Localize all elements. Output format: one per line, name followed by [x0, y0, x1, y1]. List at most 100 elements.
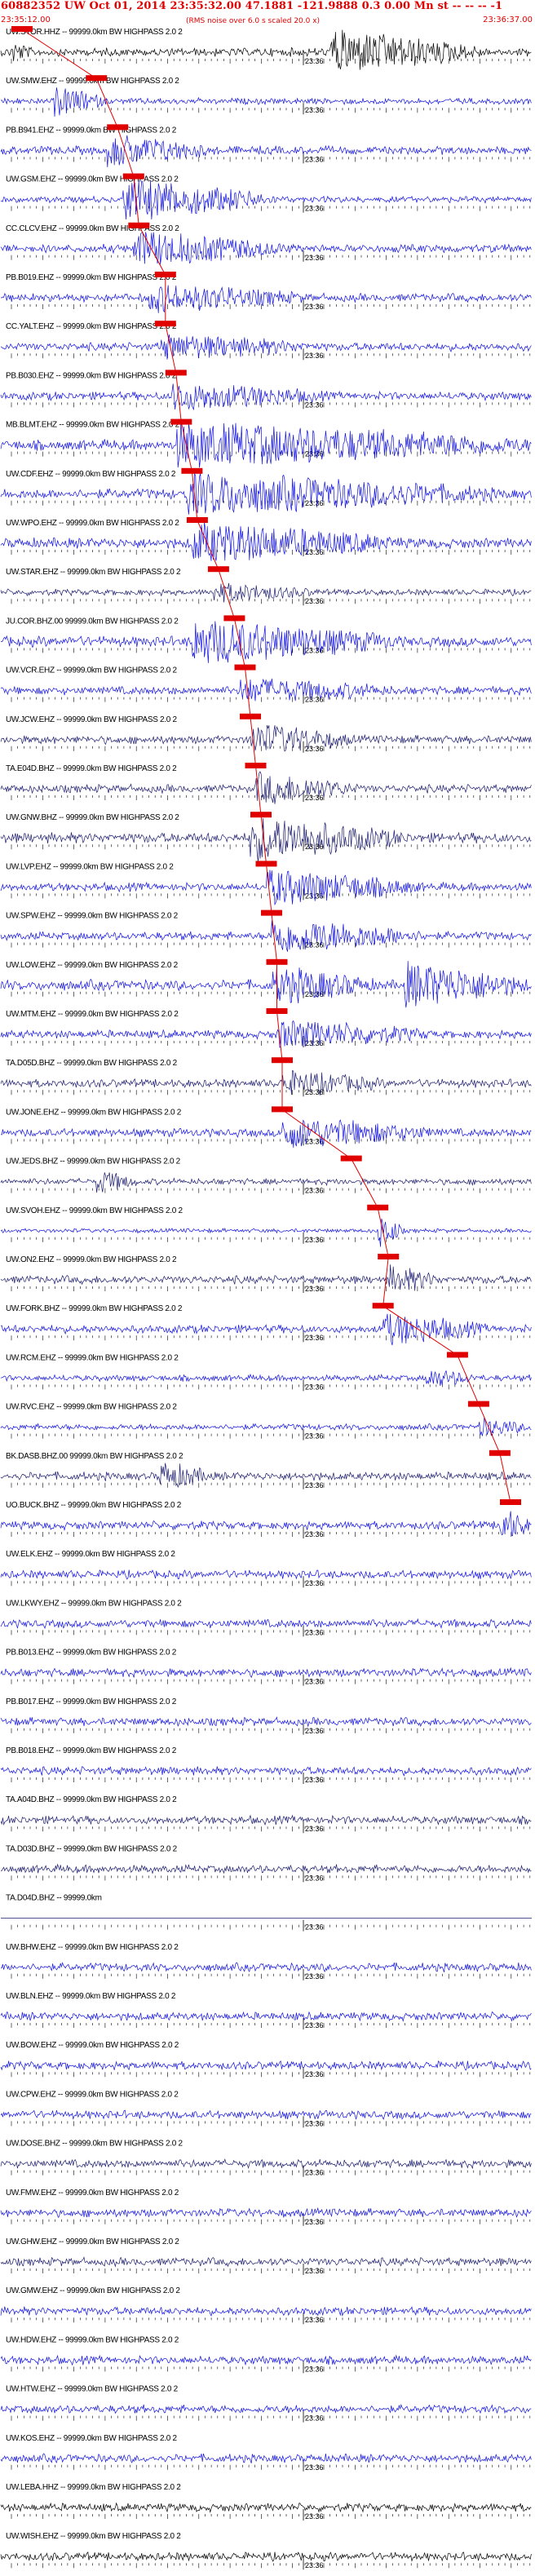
minute-mark-label: 23:36	[305, 646, 324, 654]
waveform-line	[0, 1172, 532, 1193]
trace-label: PB.B018.EHZ -- 99999.0km BW HIGHPASS 2.0…	[6, 1746, 177, 1755]
trace-row: UW.CPW.EHZ -- 99999.0km BW HIGHPASS 2.0 …	[0, 2090, 532, 2128]
minute-mark-label: 23:36	[305, 401, 324, 409]
minute-mark-label: 23:36	[305, 2021, 324, 2029]
minute-mark-label: 23:36	[305, 205, 324, 213]
minute-mark-label: 23:36	[305, 57, 324, 65]
minute-mark-label: 23:36	[305, 2169, 324, 2177]
trace-label: UW.BHW.EHZ -- 99999.0km BW HIGHPASS 2.0 …	[6, 1943, 179, 1952]
trace-row: UW.KOS.EHZ -- 99999.0km BW HIGHPASS 2.0 …	[0, 2434, 532, 2472]
pick-connector	[21, 29, 511, 1503]
trace-label: UW.VCR.EHZ -- 99999.0km BW HIGHPASS 2.0 …	[6, 666, 178, 675]
trace-label: CC.CLCV.EHZ -- 99999.0km BW HIGHPASS 2.0…	[6, 224, 179, 233]
trace-label: UW.ON2.EHZ -- 99999.0km BW HIGHPASS 2.0 …	[6, 1255, 177, 1264]
minute-mark-label: 23:36	[305, 696, 324, 704]
trace-row: UW.GMW.EHZ -- 99999.0km BW HIGHPASS 2.0 …	[0, 2286, 532, 2325]
trace-row: UW.VCR.EHZ -- 99999.0km BW HIGHPASS 2.0 …	[0, 664, 532, 704]
trace-row: UW.CDF.EHZ -- 99999.0km BW HIGHPASS 2.0 …	[0, 467, 532, 515]
trace-row: PB.B018.EHZ -- 99999.0km BW HIGHPASS 2.0…	[0, 1746, 532, 1784]
minute-mark-label: 23:36	[305, 303, 324, 311]
minute-mark-label: 23:36	[305, 1579, 324, 1587]
trace-label: UW.SMW.EHZ -- 99999.0km BW HIGHPASS 2.0 …	[6, 77, 179, 86]
minute-mark-label: 23:36	[305, 1236, 324, 1244]
waveform-line	[0, 870, 532, 906]
trace-label: JU.COR.BHZ.00 99999.0km BW HIGHPASS 2.0 …	[6, 617, 179, 626]
minute-mark-label: 23:36	[305, 2365, 324, 2373]
waveform-line	[0, 522, 532, 561]
waveform-line	[0, 87, 532, 117]
minute-mark-label: 23:36	[305, 1383, 324, 1391]
trace-row: PB.B941.EHZ -- 99999.0km BW HIGHPASS 2.0…	[0, 124, 532, 168]
waveform-line	[0, 2158, 532, 2170]
minute-mark-label: 23:36	[305, 155, 324, 163]
trace-label: PB.B941.EHZ -- 99999.0km BW HIGHPASS 2.0…	[6, 126, 177, 135]
waveform-line	[0, 29, 532, 70]
minute-mark-label: 23:36	[305, 1432, 324, 1441]
minute-mark-label: 23:36	[305, 2119, 324, 2127]
waveform-line	[0, 473, 532, 515]
trace-label: UW.DOSE.BHZ -- 99999.0km BW HIGHPASS 2.0…	[6, 2140, 183, 2149]
waveform-line	[0, 1370, 532, 1386]
trace-label: UW.RVC.EHZ -- 99999.0km BW HIGHPASS 2.0 …	[6, 1403, 177, 1412]
minute-mark-label: 23:36	[305, 892, 324, 900]
waveform-line	[0, 1218, 532, 1247]
trace-label: UW.FMW.EHZ -- 99999.0km BW HIGHPASS 2.0 …	[6, 2189, 179, 2198]
trace-label: UW.LVP.EHZ -- 99999.0km BW HIGHPASS 2.0 …	[6, 862, 174, 871]
trace-row: TA.A04D.BHZ -- 99999.0km BW HIGHPASS 2.0…	[0, 1795, 532, 1834]
minute-mark-label: 23:36	[305, 2316, 324, 2324]
trace-label: TA.D03D.BHZ -- 99999.0km BW HIGHPASS 2.0…	[6, 1844, 178, 1853]
minute-mark-label: 23:36	[305, 745, 324, 753]
waveform-line	[0, 1264, 532, 1291]
waveform-line	[0, 818, 532, 862]
trace-label: UW.FORK.BHZ -- 99999.0km BW HIGHPASS 2.0…	[6, 1304, 183, 1313]
trace-row: UW.BOW.EHZ -- 99999.0km BW HIGHPASS 2.0 …	[0, 2041, 532, 2079]
trace-row: UW.JCW.EHZ -- 99999.0km BW HIGHPASS 2.0 …	[0, 713, 532, 753]
minute-mark-label: 23:36	[305, 2267, 324, 2275]
waveform-line	[0, 135, 532, 168]
trace-row: UW.GHW.EHZ -- 99999.0km BW HIGHPASS 2.0 …	[0, 2237, 532, 2275]
waveform-line	[0, 334, 532, 360]
minute-mark-label: 23:36	[305, 2561, 324, 2569]
minute-mark-label: 23:36	[305, 1187, 324, 1195]
trace-row: UW.FORK.BHZ -- 99999.0km BW HIGHPASS 2.0…	[0, 1303, 532, 1346]
start-time-label: 23:35:12.00	[1, 15, 51, 24]
trace-row: UW.MTM.EHZ -- 99999.0km BW HIGHPASS 2.0 …	[0, 1008, 532, 1049]
trace-label: UW.WISH.EHZ -- 99999.0km BW HIGHPASS 2.0…	[6, 2532, 181, 2541]
trace-label: UW.MTM.EHZ -- 99999.0km BW HIGHPASS 2.0 …	[6, 1010, 179, 1019]
minute-mark-label: 23:36	[305, 1334, 324, 1342]
minute-mark-label: 23:36	[305, 794, 324, 802]
minute-mark-label: 23:36	[305, 990, 324, 998]
trace-row: UW.JONE.EHZ -- 99999.0km BW HIGHPASS 2.0…	[0, 1106, 532, 1149]
waveform-line	[0, 1069, 532, 1096]
waveform-line	[0, 383, 532, 411]
waveform-line	[0, 1463, 532, 1489]
trace-row: PB.B013.EHZ -- 99999.0km BW HIGHPASS 2.0…	[0, 1649, 532, 1686]
waveform-line	[0, 2502, 532, 2513]
trace-label: TA.D05D.BHZ -- 99999.0km BW HIGHPASS 2.0…	[6, 1059, 178, 1068]
trace-row: UW.SVOH.EHZ -- 99999.0km BW HIGHPASS 2.0…	[0, 1204, 532, 1247]
waveform-line	[0, 621, 532, 663]
trace-row: UW.ON2.EHZ -- 99999.0km BW HIGHPASS 2.0 …	[0, 1254, 532, 1293]
minute-mark-label: 23:36	[305, 2512, 324, 2521]
waveform-line	[0, 1666, 532, 1679]
waveform-line	[0, 1313, 532, 1346]
trace-row: UW.GNW.BHZ -- 99999.0km BW HIGHPASS 2.0 …	[0, 812, 532, 862]
minute-mark-label: 23:36	[305, 1825, 324, 1833]
minute-mark-label: 23:36	[305, 548, 324, 556]
trace-row: UW.SPW.EHZ -- 99999.0km BW HIGHPASS 2.0 …	[0, 910, 532, 952]
trace-label: UW.LEBA.HHZ -- 99999.0km BW HIGHPASS 2.0…	[6, 2483, 181, 2492]
waveform-line	[0, 1020, 532, 1049]
waveform-line	[0, 2354, 532, 2366]
minute-mark-label: 23:36	[305, 450, 324, 458]
trace-row: TA.D05D.BHZ -- 99999.0km BW HIGHPASS 2.0…	[0, 1057, 532, 1097]
trace-label: UW.ELK.EHZ -- 99999.0km BW HIGHPASS 2.0 …	[6, 1550, 175, 1559]
trace-label: TA.D04D.BHZ -- 99999.0km	[6, 1894, 102, 1903]
trace-label: BK.DASB.BHZ.00 99999.0km BW HIGHPASS 2.0…	[6, 1452, 183, 1461]
waveform-line	[0, 1962, 532, 1972]
trace-row: UW.DOSE.BHZ -- 99999.0km BW HIGHPASS 2.0…	[0, 2140, 532, 2177]
minute-mark-label: 23:36	[305, 597, 324, 605]
trace-row: UW.BLN.EHZ -- 99999.0km BW HIGHPASS 2.0 …	[0, 1992, 532, 2029]
minute-mark-label: 23:36	[305, 1972, 324, 1981]
trace-row: TA.D03D.BHZ -- 99999.0km BW HIGHPASS 2.0…	[0, 1844, 532, 1883]
waveform-line	[0, 1618, 532, 1629]
